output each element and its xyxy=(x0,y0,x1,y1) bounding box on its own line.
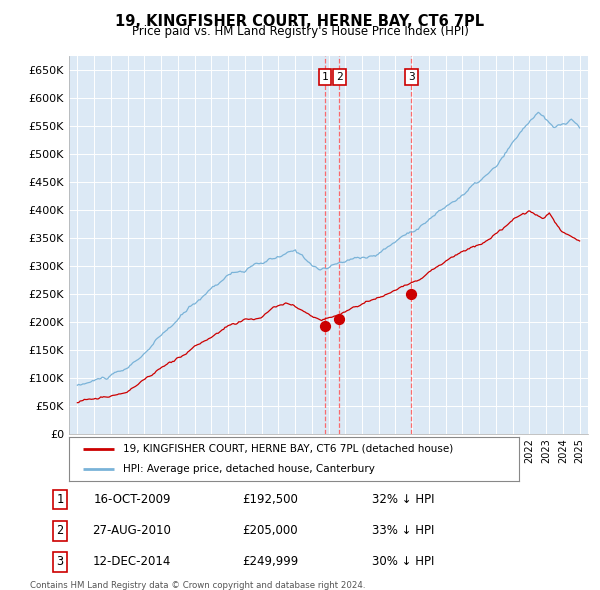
Text: 30% ↓ HPI: 30% ↓ HPI xyxy=(372,555,434,569)
Text: 12-DEC-2014: 12-DEC-2014 xyxy=(93,555,171,569)
Point xyxy=(335,314,344,324)
Text: 32% ↓ HPI: 32% ↓ HPI xyxy=(372,493,434,506)
Text: 1: 1 xyxy=(322,72,328,82)
Text: 33% ↓ HPI: 33% ↓ HPI xyxy=(372,524,434,537)
Text: 1: 1 xyxy=(56,493,64,506)
Text: £249,999: £249,999 xyxy=(242,555,298,569)
Text: 19, KINGFISHER COURT, HERNE BAY, CT6 7PL (detached house): 19, KINGFISHER COURT, HERNE BAY, CT6 7PL… xyxy=(123,444,453,454)
Text: HPI: Average price, detached house, Canterbury: HPI: Average price, detached house, Cant… xyxy=(123,464,375,474)
Text: 3: 3 xyxy=(56,555,64,569)
Text: 16-OCT-2009: 16-OCT-2009 xyxy=(93,493,171,506)
Text: 27-AUG-2010: 27-AUG-2010 xyxy=(92,524,172,537)
Text: 2: 2 xyxy=(336,72,343,82)
Point xyxy=(320,321,330,330)
Text: 3: 3 xyxy=(408,72,415,82)
Text: Contains HM Land Registry data © Crown copyright and database right 2024.: Contains HM Land Registry data © Crown c… xyxy=(30,581,365,589)
Text: Price paid vs. HM Land Registry's House Price Index (HPI): Price paid vs. HM Land Registry's House … xyxy=(131,25,469,38)
Text: 19, KINGFISHER COURT, HERNE BAY, CT6 7PL: 19, KINGFISHER COURT, HERNE BAY, CT6 7PL xyxy=(115,14,485,28)
Text: £205,000: £205,000 xyxy=(242,524,298,537)
Point xyxy=(407,289,416,299)
Text: £192,500: £192,500 xyxy=(242,493,298,506)
Text: 2: 2 xyxy=(56,524,64,537)
